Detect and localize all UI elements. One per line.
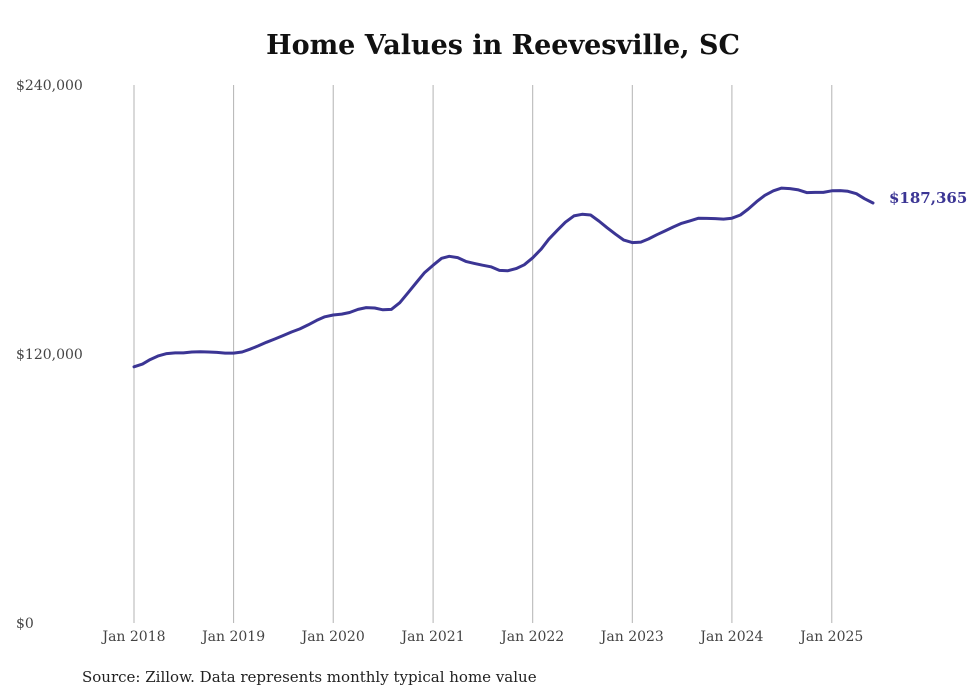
y-tick-label: $240,000 — [16, 78, 83, 94]
x-tick-label: Jan 2020 — [300, 629, 365, 645]
end-value-label: $187,365 — [889, 189, 967, 207]
series: $187,365 — [132, 186, 967, 369]
chart-source-note: Source: Zillow. Data represents monthly … — [82, 668, 537, 686]
x-axis: Jan 2018 Jan 2019 Jan 2020 Jan 2021 Jan 2022… — [100, 629, 863, 645]
y-tick-label: $0 — [16, 616, 34, 632]
x-tick-label: Jan 2023 — [599, 629, 664, 645]
chart-title: Home Values in Reevesville, SC — [266, 30, 740, 61]
y-tick-label: $120,000 — [16, 347, 83, 363]
x-tick-label: Jan 2019 — [200, 629, 265, 645]
grid-lines — [133, 85, 833, 623]
x-tick-label: Jan 2021 — [400, 629, 465, 645]
x-tick-label: Jan 2018 — [100, 629, 165, 645]
x-tick-label: Jan 2022 — [499, 629, 564, 645]
x-tick-label: Jan 2024 — [698, 629, 763, 645]
x-tick-label: Jan 2025 — [798, 629, 863, 645]
series-line — [132, 186, 875, 369]
y-axis: $0 $120,000 $240,000 — [16, 78, 83, 632]
